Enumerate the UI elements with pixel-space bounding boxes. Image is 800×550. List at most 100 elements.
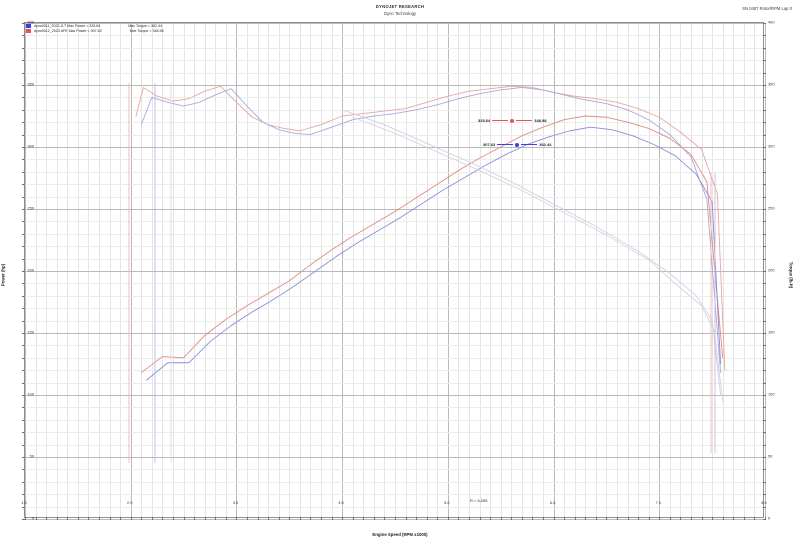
y-tick-mark [22,295,25,297]
series-line [140,115,724,374]
gridline-vertical [701,23,703,517]
series-line [341,109,722,396]
x-tick-mark [648,517,650,520]
gridline-horizontal [25,494,763,496]
x-axis-tick-label: 1.0 [21,500,27,505]
y-tick-mark [763,519,766,520]
legend-item[interactable]: dyno0012_2023 AFE Max Power = 307.63 Max … [26,29,163,33]
x-tick-mark [511,517,513,520]
y-axis-title-left: Power (hp) [0,263,6,287]
y-tick-mark [763,35,766,37]
callout-leader-line [492,120,509,121]
legend-run-label: dyno0012_2023 AFE Max Power = 307.63 [34,29,102,33]
gridline-horizontal [25,432,763,434]
x-tick-mark [574,517,576,520]
gridline-horizontal [25,283,763,285]
gridline-horizontal [25,258,763,260]
x-tick-mark [321,517,322,520]
x-tick-mark [680,517,682,520]
y-tick-mark [763,221,766,223]
x-tick-mark [606,517,608,520]
gridline-horizontal [25,506,763,508]
y-tick-mark [22,481,25,483]
gridline-vertical [743,23,745,517]
gridline-vertical [405,23,407,517]
x-axis-tick-label: 2.0 [126,500,133,505]
x-tick-mark [373,517,375,520]
legend-color-swatch [26,24,31,28]
x-tick-mark [669,517,671,520]
gridline-horizontal [25,345,763,347]
r-annotation: R = 5.255 [470,498,488,503]
gridline-vertical [331,23,333,517]
x-tick-mark [437,517,439,520]
curve-layer [128,83,726,463]
legend-item[interactable]: dyno0011_2023 JLT Max Power = 325.64 Max … [26,24,163,28]
x-axis-tick-label: 6.0 [549,500,556,505]
gridline-horizontal [25,519,763,520]
gridline-horizontal [25,85,763,86]
y-axis-tick-label-right: 400 [768,19,775,25]
x-tick-mark [395,517,396,520]
y-tick-mark [22,444,25,446]
y-tick-mark [22,407,25,409]
x-tick-mark [617,517,618,520]
x-tick-mark [173,517,174,520]
y-tick-mark [763,295,766,297]
gridline-vertical [25,23,26,517]
x-tick-mark [25,517,26,520]
gridline-vertical [574,23,576,517]
gridline-vertical [754,23,756,517]
gridline-horizontal [25,233,763,235]
x-tick-mark [384,517,386,520]
callout-leader-line [516,120,533,121]
y-tick-mark [763,308,766,310]
y-axis-tick-label-right: 100 [768,391,775,397]
gridline-horizontal [25,457,763,458]
y-tick-mark [22,97,25,99]
gridline-horizontal [25,196,763,198]
gridline-vertical [500,23,502,517]
y-tick-mark [22,196,25,198]
y-tick-mark [22,283,25,285]
x-axis-tick-label: 5.0 [444,500,450,505]
gridline-horizontal [25,407,763,409]
y-tick-mark [22,457,25,458]
legend-metric-label: Max Torque = 348.98 [129,29,164,33]
y-tick-mark [763,395,766,396]
gridline-horizontal [25,35,763,37]
x-tick-mark [743,517,745,520]
gridline-vertical [606,23,608,517]
x-tick-mark [564,517,566,520]
y-tick-mark [763,196,766,198]
gridline-vertical [426,23,428,517]
x-tick-mark [754,517,756,520]
y-tick-mark [763,444,766,446]
y-tick-mark [763,72,766,74]
gridline-horizontal [25,395,763,396]
gridline-vertical [236,23,238,517]
gridline-horizontal [25,60,763,62]
y-tick-mark [763,209,766,210]
y-tick-mark [763,233,766,235]
x-tick-mark [289,517,291,520]
legend-color-swatch [26,29,31,33]
y-tick-mark [22,233,25,235]
gridline-vertical [289,23,291,517]
x-tick-mark [521,517,523,520]
gridline-vertical [638,23,640,517]
gridline-vertical [553,23,555,517]
x-tick-mark [712,517,714,520]
x-tick-mark [638,517,640,520]
x-axis-tick-label: 3.0 [232,500,239,505]
y-tick-mark [22,147,25,148]
y-tick-mark [763,320,766,322]
y-tick-mark [763,345,766,347]
y-tick-mark [22,246,25,248]
gridline-vertical [543,23,544,517]
x-tick-mark [553,517,555,520]
gridline-vertical [46,23,48,517]
y-axis-tick-label-left: 400 [27,19,35,25]
gridline-vertical [162,23,164,517]
y-tick-mark [22,494,25,496]
